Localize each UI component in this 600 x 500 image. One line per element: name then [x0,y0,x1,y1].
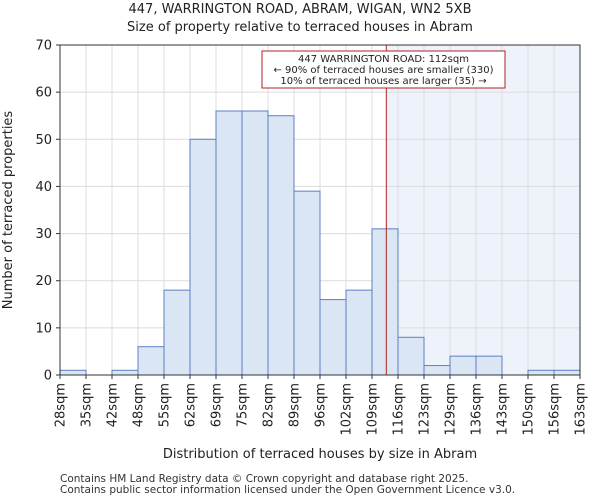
histogram-bar [111,369,139,376]
x-tick-label: 129sqm [444,383,459,436]
x-tick-label: 102sqm [340,383,355,436]
histogram-bar [527,369,555,376]
footer-copyright: Contains HM Land Registry data © Crown c… [60,473,469,485]
x-tick-label: 42sqm [106,383,121,427]
histogram-bar [241,110,269,376]
x-tick-label: 143sqm [496,383,511,436]
x-tick-label: 48sqm [132,383,147,427]
histogram-bar [345,289,373,376]
x-tick-label: 109sqm [366,383,381,436]
histogram-bar [163,289,191,376]
histogram-bar [267,115,295,376]
y-tick-label: 10 [35,321,52,336]
histogram-bar [475,355,503,376]
x-tick-label: 156sqm [548,383,563,436]
x-tick-label: 123sqm [418,383,433,436]
x-tick-label: 96sqm [314,383,329,427]
y-tick-label: 70 [35,39,52,54]
x-tick-label: 62sqm [184,383,199,427]
histogram-bar [137,346,165,376]
y-tick-label: 60 [35,86,52,101]
histogram-bar [293,190,321,376]
histogram-bar [59,369,87,376]
histogram-bar [553,369,581,376]
x-tick-label: 75sqm [236,383,251,427]
histogram-bar [371,228,399,376]
x-tick-label: 28sqm [54,383,69,427]
x-tick-label: 136sqm [470,383,485,436]
histogram-bar [215,110,243,376]
histogram-bar [449,355,477,376]
y-tick-label: 30 [35,227,52,242]
y-axis-title: Number of terraced properties [1,111,16,310]
x-tick-label: 82sqm [262,383,277,427]
histogram-bar [423,365,451,376]
histogram-bar [189,138,217,376]
footer-licence: Contains public sector information licen… [60,484,516,496]
chart-title-line1: 447, WARRINGTON ROAD, ABRAM, WIGAN, WN2 … [128,2,472,17]
annotation-line-2: ← 90% of terraced houses are smaller (33… [273,65,493,76]
histogram-bar [397,336,425,376]
annotation-box [261,50,506,89]
x-tick-label: 89sqm [288,383,303,427]
x-tick-label: 69sqm [210,383,225,427]
x-axis-title: Distribution of terraced houses by size … [163,447,477,462]
x-tick-label: 163sqm [574,383,589,436]
chart-title-line2: Size of property relative to terraced ho… [127,20,473,35]
x-tick-label: 116sqm [392,383,407,436]
x-tick-label: 35sqm [80,383,95,427]
histogram-bar [319,299,347,376]
annotation-line-3: 10% of terraced houses are larger (35) → [280,76,486,87]
x-tick-label: 55sqm [158,383,173,427]
y-tick-label: 40 [35,180,52,195]
x-tick-label: 150sqm [522,383,537,436]
y-tick-label: 50 [35,133,52,148]
larger-region-shade [386,45,580,375]
annotation-line-1: 447 WARRINGTON ROAD: 112sqm [298,54,469,65]
y-tick-label: 0 [44,369,52,384]
y-tick-label: 20 [35,274,52,289]
